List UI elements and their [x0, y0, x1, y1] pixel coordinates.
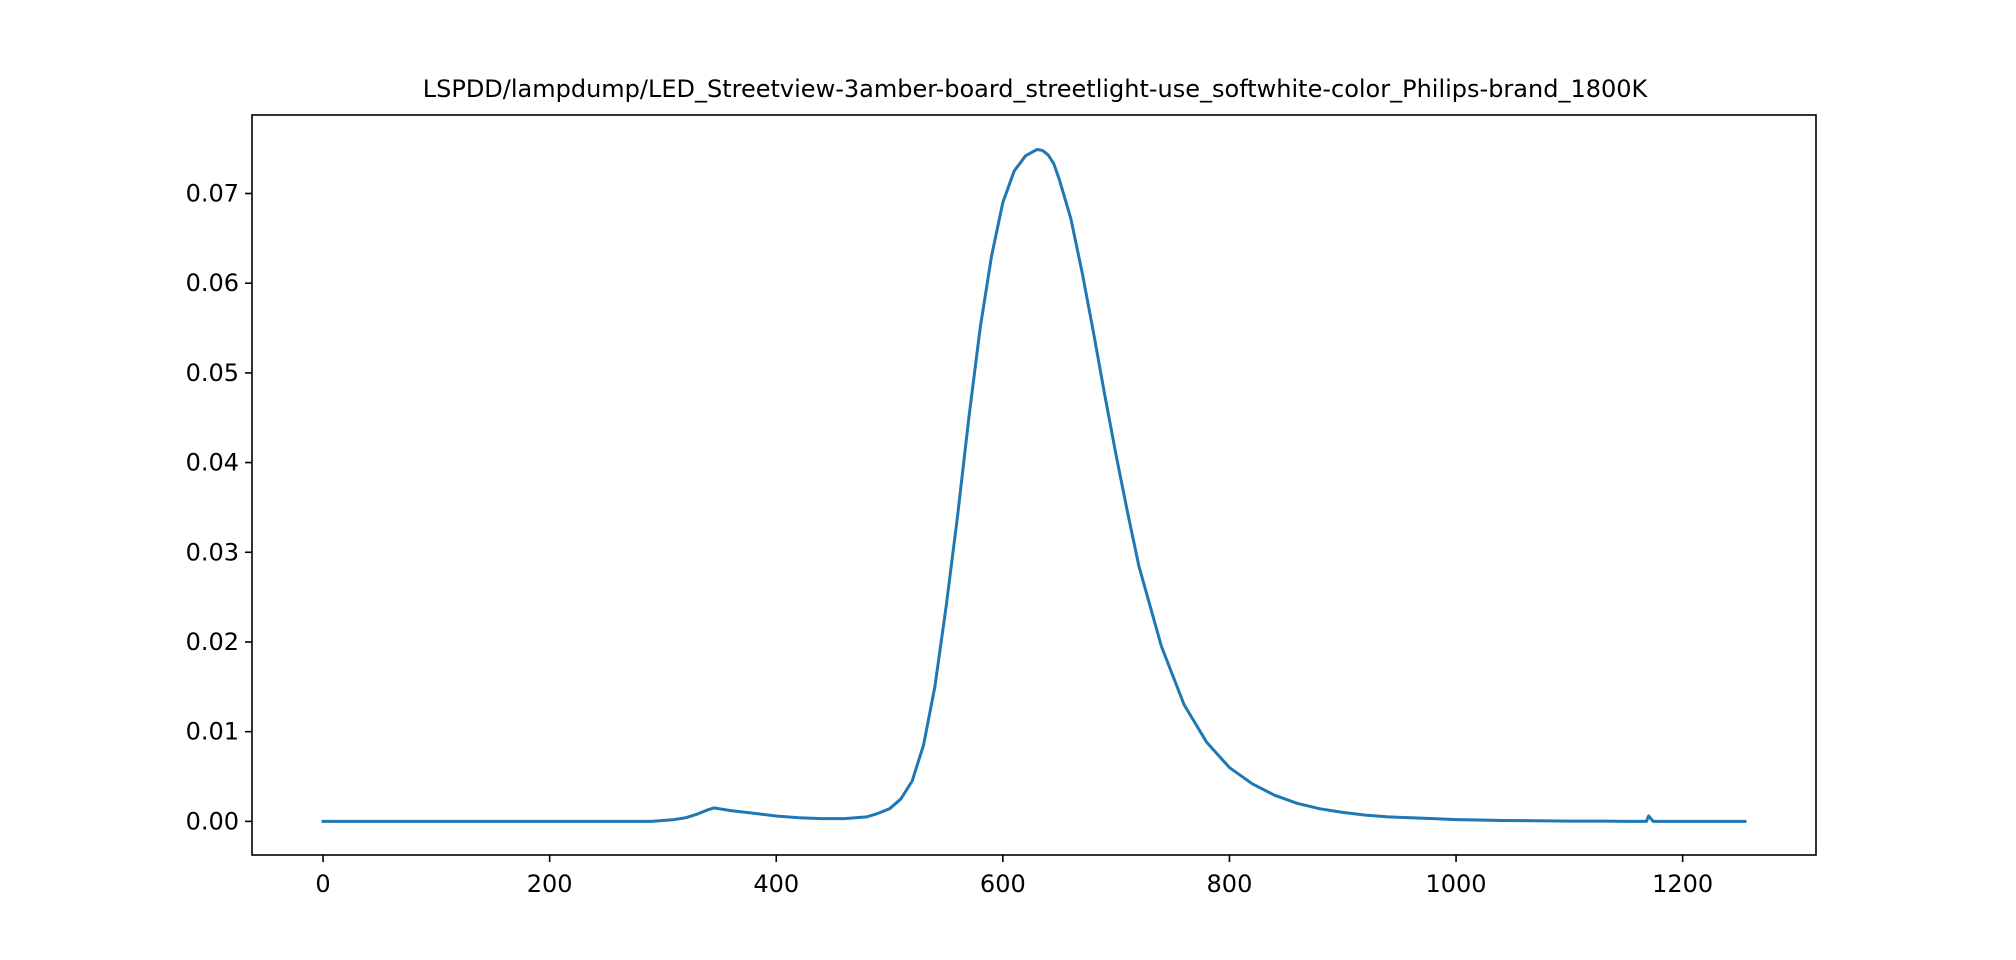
y-tick-label: 0.04	[186, 449, 239, 477]
x-axis: 0 200 400 600 800 1000 1200	[315, 855, 1713, 898]
x-tick-label: 600	[980, 870, 1026, 898]
y-tick-label: 0.05	[186, 359, 239, 387]
x-tick-label: 1000	[1426, 870, 1487, 898]
x-tick-label: 0	[315, 870, 330, 898]
chart-title: LSPDD/lampdump/LED_Streetview-3amber-boa…	[423, 75, 1649, 103]
y-tick-label: 0.02	[186, 628, 239, 656]
y-tick-label: 0.06	[186, 269, 239, 297]
series-line-0	[321, 148, 1747, 823]
y-tick-label: 0.03	[186, 538, 239, 566]
y-tick-label: 0.00	[186, 807, 239, 835]
x-tick-label: 400	[753, 870, 799, 898]
plot-area	[321, 148, 1747, 823]
y-axis: 0.00 0.01 0.02 0.03 0.04 0.05 0.06 0.07	[186, 179, 252, 835]
y-tick-label: 0.01	[186, 718, 239, 746]
axes-frame	[251, 114, 1817, 856]
x-tick-label: 800	[1207, 870, 1253, 898]
y-tick-label: 0.07	[186, 179, 239, 207]
x-tick-label: 200	[527, 870, 573, 898]
x-tick-label: 1200	[1652, 870, 1713, 898]
